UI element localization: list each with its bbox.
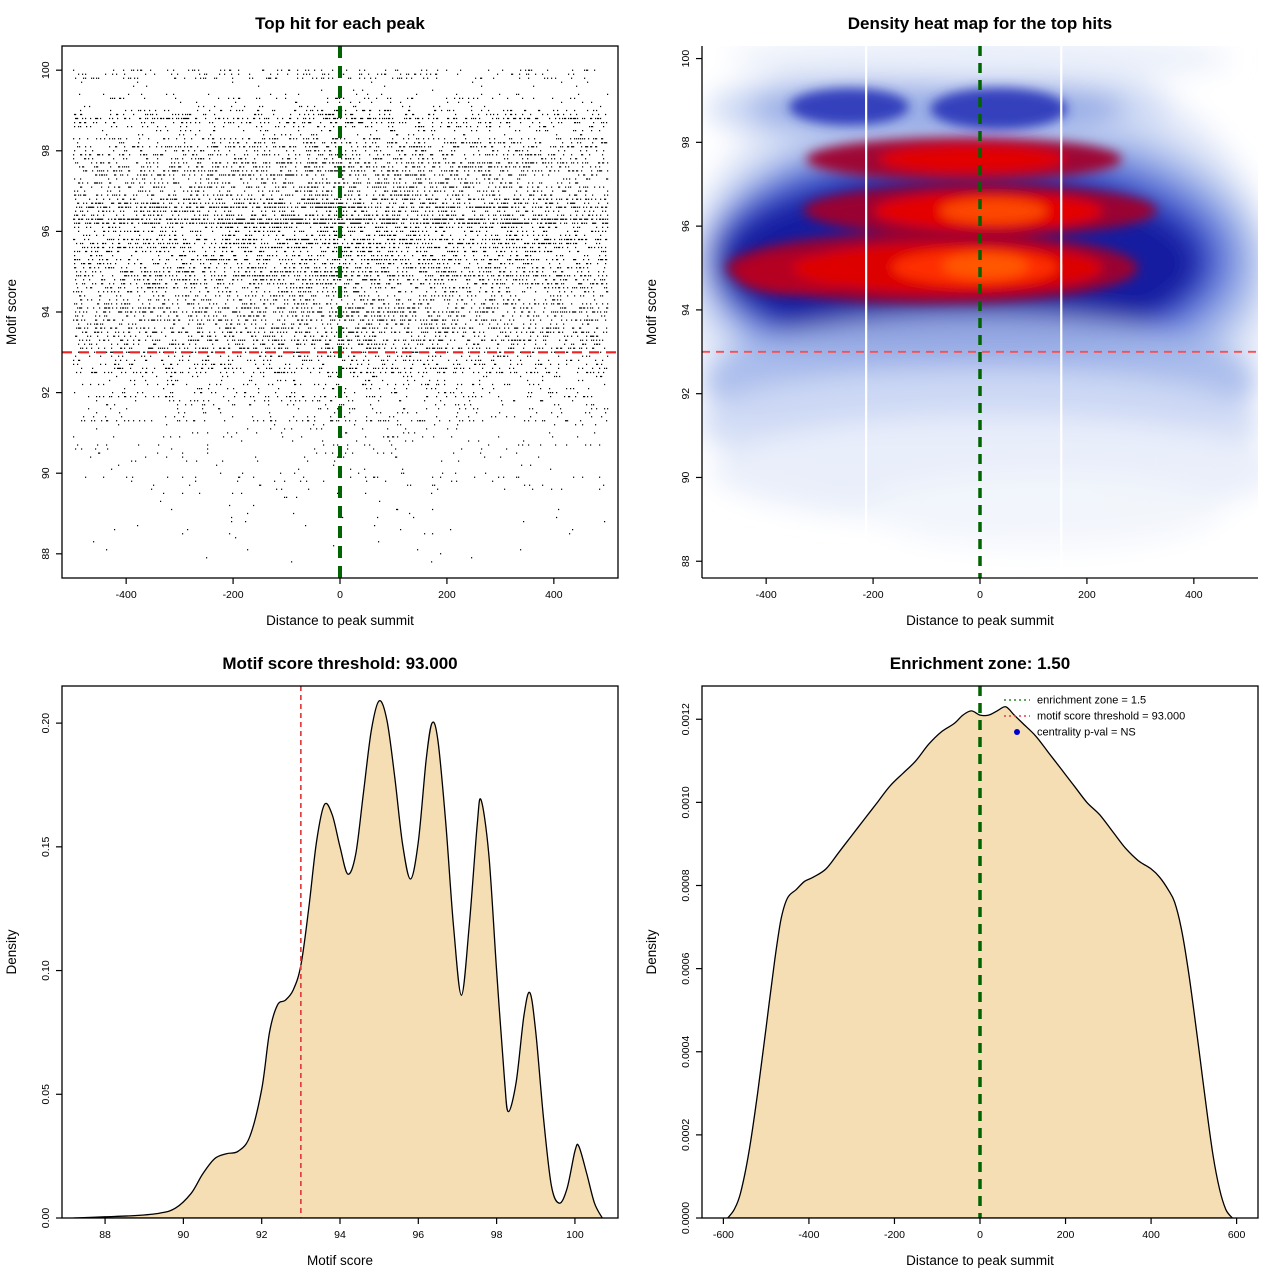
y-tick-label: 94	[40, 306, 52, 318]
heatmap-blob	[878, 144, 1066, 174]
chart-distance-density: -600 -400 -200 0 200 400 600 0.0000 0.0002 0.0004…	[644, 654, 1259, 1268]
legend: enrichment zone = 1.5 motif score thresho…	[1004, 695, 1185, 739]
chart-title: Motif score threshold: 93.000	[222, 654, 457, 673]
heatmap-blob	[728, 46, 1232, 84]
y-tick-label: 0.15	[40, 836, 52, 857]
x-tick-label: 96	[412, 1229, 424, 1241]
x-axis-label: Motif score	[307, 1253, 373, 1268]
y-tick-label: 96	[680, 220, 692, 232]
y-tick-label: 0.0000	[680, 1202, 692, 1234]
x-tick-label: 600	[1228, 1229, 1246, 1241]
y-tick-label: 90	[40, 467, 52, 479]
heatmap-blob	[867, 473, 1221, 549]
x-tick-label: 98	[491, 1229, 503, 1241]
y-tick-label: 0.0002	[680, 1119, 692, 1151]
plot-area	[727, 686, 1233, 1218]
y-axis: 0.0000 0.0002 0.0004 0.0006 0.0008 0.0010 0.00…	[680, 703, 702, 1234]
heatmap-blob	[939, 198, 1047, 224]
y-tick-label: 0.20	[40, 713, 52, 734]
y-tick-label: 88	[680, 555, 692, 567]
y-axis: 0.00 0.05 0.10 0.15 0.20	[40, 713, 62, 1228]
plot-area	[62, 46, 618, 578]
x-tick-label: 92	[256, 1229, 268, 1241]
y-axis: 88 90 92 94 96 98 100	[40, 61, 62, 560]
chart-title: Top hit for each peak	[255, 14, 425, 33]
x-tick-label: -400	[798, 1229, 819, 1241]
y-tick-label: 100	[40, 61, 52, 79]
scatter-points	[73, 69, 609, 563]
y-axis-label: Motif score	[644, 279, 659, 345]
x-tick-label: 200	[1057, 1229, 1075, 1241]
legend-point-sample	[1014, 729, 1020, 735]
x-tick-label: -400	[116, 589, 137, 601]
x-axis-label: Distance to peak summit	[266, 613, 414, 628]
y-tick-label: 100	[680, 50, 692, 68]
y-tick-label: 96	[40, 225, 52, 237]
x-tick-label: 88	[99, 1229, 111, 1241]
y-tick-label: 0.0004	[680, 1036, 692, 1068]
x-tick-label: -400	[756, 589, 777, 601]
x-tick-label: -200	[863, 589, 884, 601]
density-curve	[73, 700, 603, 1218]
x-tick-label: 400	[1142, 1229, 1160, 1241]
y-tick-label: 0.00	[40, 1208, 52, 1229]
chart-density-heatmap: -400 -200 0 200 400 88 90 92 94 96 98 100 Density he…	[644, 14, 1258, 628]
panel-density-heatmap: -400 -200 0 200 400 88 90 92 94 96 98 100 Density he…	[640, 0, 1280, 640]
y-axis-label: Density	[4, 929, 19, 974]
chart-motif-score-density: 88 90 92 94 96 98 100 0.00 0.05 0.10 0.15 0.20 Motif…	[4, 654, 619, 1268]
heatmap-hot-blobs	[726, 87, 1157, 304]
chart-top-hit-scatter: -400 -200 0 200 400 88 90 92 94 96 98 100 Top hit fo…	[4, 14, 619, 628]
y-tick-label: 0.0010	[680, 786, 692, 818]
x-axis-label: Distance to peak summit	[906, 613, 1054, 628]
y-tick-label: 0.05	[40, 1084, 52, 1105]
panel-distance-density: -600 -400 -200 0 200 400 600 0.0000 0.0002 0.0004…	[640, 640, 1280, 1280]
x-tick-label: 100	[566, 1229, 584, 1241]
y-axis-label: Density	[644, 929, 659, 974]
x-axis: 88 90 92 94 96 98 100	[99, 1218, 584, 1241]
y-tick-label: 92	[40, 387, 52, 399]
x-tick-label: 94	[334, 1229, 346, 1241]
y-tick-label: 98	[40, 145, 52, 157]
x-tick-label: 90	[178, 1229, 190, 1241]
y-tick-label: 0.0012	[680, 703, 692, 735]
y-tick-label: 0.0006	[680, 952, 692, 984]
x-axis: -400 -200 0 200 400	[756, 578, 1203, 601]
x-tick-label: -200	[223, 589, 244, 601]
x-tick-label: -600	[713, 1229, 734, 1241]
chart-title: Enrichment zone: 1.50	[890, 654, 1070, 673]
plot-area	[73, 686, 603, 1218]
panel-motif-score-density: 88 90 92 94 96 98 100 0.00 0.05 0.10 0.15 0.20 Motif…	[0, 640, 640, 1280]
y-tick-label: 92	[680, 388, 692, 400]
y-tick-label: 98	[680, 136, 692, 148]
x-tick-label: 0	[977, 589, 983, 601]
plot-area	[702, 46, 1258, 578]
x-tick-label: 400	[545, 589, 563, 601]
x-tick-label: 0	[337, 589, 343, 601]
x-tick-label: -200	[884, 1229, 905, 1241]
heatmap-blob	[930, 87, 1068, 130]
x-tick-label: 200	[438, 589, 456, 601]
x-tick-label: 200	[1078, 589, 1096, 601]
x-axis-label: Distance to peak summit	[906, 1253, 1054, 1268]
legend-label: motif score threshold = 93.000	[1037, 711, 1185, 723]
y-tick-label: 88	[40, 548, 52, 560]
x-axis: -600 -400 -200 0 200 400 600	[713, 1218, 1246, 1241]
y-tick-label: 90	[680, 471, 692, 483]
x-tick-label: 400	[1185, 589, 1203, 601]
y-tick-label: 94	[680, 304, 692, 316]
chart-title: Density heat map for the top hits	[848, 14, 1112, 33]
heatmap-blob	[789, 88, 909, 126]
x-axis: -400 -200 0 200 400	[116, 578, 563, 601]
heatmap-blob	[942, 253, 1029, 279]
panel-top-hit-scatter: -400 -200 0 200 400 88 90 92 94 96 98 100 Top hit fo…	[0, 0, 640, 640]
x-tick-label: 0	[977, 1229, 983, 1241]
y-tick-label: 0.0008	[680, 869, 692, 901]
legend-label: centrality p-val = NS	[1037, 727, 1136, 739]
y-axis-label: Motif score	[4, 279, 19, 345]
y-tick-label: 0.10	[40, 960, 52, 981]
y-axis: 88 90 92 94 96 98 100	[680, 50, 702, 567]
legend-label: enrichment zone = 1.5	[1037, 695, 1146, 707]
